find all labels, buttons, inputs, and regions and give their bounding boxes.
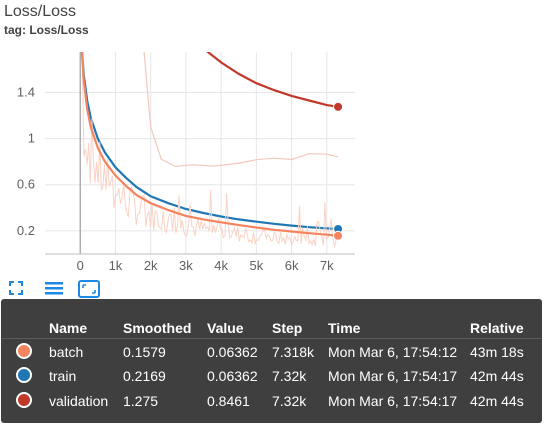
x-tick-label: 0 [77,258,84,273]
validation-smoothed-line [206,52,339,108]
row-name: validation [49,393,109,409]
validation-end-marker[interactable] [333,101,344,112]
row-smoothed: 0.2169 [123,368,166,384]
plot-area [80,52,339,247]
toggle-log-scale-icon[interactable] [44,280,64,296]
card-tag: tag: Loss/Loss [4,23,89,37]
row-relative: 42m 44s [470,393,524,409]
row-time: Mon Mar 6, 17:54:12 [328,344,458,360]
batch-end-marker[interactable] [333,230,344,241]
loss-chart[interactable]: 0 1k 2k 3k 4k 5k 6k 7k 0.2 0.6 1 1.4 [0,44,547,280]
series-tooltip: Name Smoothed Value Step Time Relative b… [1,299,542,423]
col-smoothed: Smoothed [123,320,192,336]
y-tick-label: 0.2 [17,223,35,238]
fit-domain-icon[interactable] [8,280,24,296]
x-tick-label: 7k [320,258,334,273]
x-tick-label: 2k [144,258,158,273]
x-tick-label: 6k [285,258,299,273]
row-time: Mon Mar 6, 17:54:17 [328,393,458,409]
row-step: 7.32k [272,368,307,384]
x-tick-label: 4k [214,258,228,273]
row-smoothed: 1.275 [123,393,159,409]
train-smoothed-line [80,52,339,231]
x-tick-label: 1k [109,258,123,273]
y-tick-label: 0.6 [17,177,35,192]
row-relative: 42m 44s [470,368,524,384]
batch-raw-line [81,58,339,247]
y-tick-label: 1.4 [17,84,35,99]
row-name: batch [49,344,84,360]
row-value: 0.8461 [207,393,250,409]
card-title: Loss/Loss [4,3,77,20]
validation-color-swatch [16,392,32,408]
row-relative: 43m 18s [470,344,524,360]
validation-raw-line [143,52,339,167]
col-value: Value [207,320,244,336]
col-name: Name [49,320,88,336]
expand-chart-icon[interactable] [78,280,100,298]
row-time: Mon Mar 6, 17:54:17 [328,368,458,384]
col-relative: Relative [470,320,524,336]
batch-color-swatch [16,343,32,359]
row-name: train [49,368,77,384]
col-step: Step [272,320,303,336]
row-value: 0.06362 [207,344,258,360]
header-divider [1,338,542,339]
col-time: Time [328,320,361,336]
train-color-swatch [16,367,32,383]
x-tick-label: 3k [179,258,193,273]
x-tick-label: 5k [249,258,263,273]
row-value: 0.06362 [207,368,258,384]
batch-smoothed-line [80,52,339,237]
row-smoothed: 0.1579 [123,344,166,360]
y-tick-label: 1 [28,131,35,146]
row-step: 7.32k [272,393,307,409]
row-step: 7.318k [272,344,315,360]
